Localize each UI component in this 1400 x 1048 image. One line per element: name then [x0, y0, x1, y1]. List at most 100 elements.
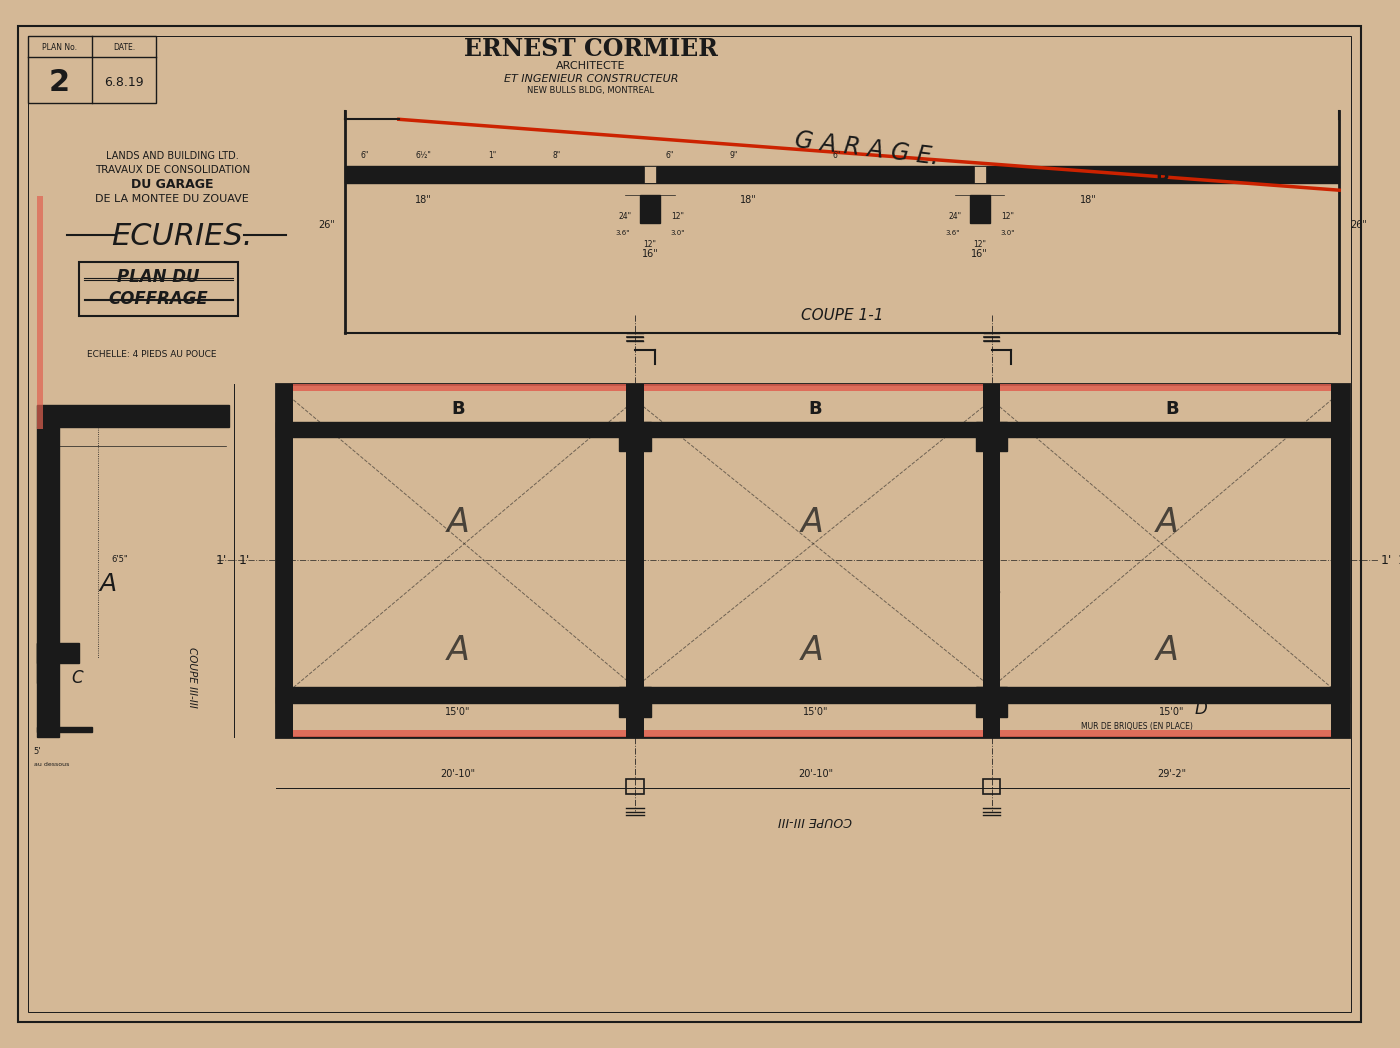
Bar [970, 195, 990, 222]
Text: 16": 16" [641, 249, 658, 259]
Bar [983, 779, 1001, 793]
Text: B: B [809, 167, 822, 184]
Text: ERNEST CORMIER: ERNEST CORMIER [463, 38, 718, 62]
Text: A: A [801, 505, 823, 539]
Bar [38, 427, 59, 737]
Text: 6½": 6½" [416, 151, 431, 160]
Text: 18": 18" [741, 195, 757, 205]
Text: B: B [451, 399, 465, 418]
Text: au dessous: au dessous [34, 762, 69, 767]
Bar [38, 196, 43, 430]
Text: 16": 16" [983, 387, 1000, 397]
Text: B: B [809, 399, 822, 418]
Text: 26": 26" [318, 220, 336, 230]
Text: COUPE III-III: COUPE III-III [188, 648, 197, 708]
Text: 24": 24" [619, 213, 631, 221]
Text: TRAVAUX DE CONSOLIDATION: TRAVAUX DE CONSOLIDATION [95, 165, 251, 175]
Text: 16": 16" [627, 387, 644, 397]
Bar [276, 729, 1350, 737]
Text: COUPE III-III: COUPE III-III [778, 814, 853, 827]
Text: PLAN No.: PLAN No. [42, 43, 77, 52]
Bar [276, 385, 294, 737]
Text: 20'-10": 20'-10" [441, 769, 476, 779]
Bar [1331, 385, 1350, 737]
Bar [38, 727, 91, 732]
Bar [976, 421, 1008, 451]
Text: 2: 2 [49, 68, 70, 97]
Text: 24": 24" [949, 213, 962, 221]
Text: DE LA MONTEE DU ZOUAVE: DE LA MONTEE DU ZOUAVE [95, 194, 249, 204]
Text: 18": 18" [1079, 195, 1096, 205]
Bar [983, 385, 1001, 737]
Text: 3.0": 3.0" [671, 230, 685, 236]
Text: 29'-2": 29'-2" [1158, 769, 1186, 779]
Text: 26": 26" [45, 534, 57, 541]
Text: DATE.: DATE. [113, 43, 136, 52]
Text: C: C [626, 589, 644, 613]
Bar [619, 421, 651, 451]
Bar [276, 421, 1350, 437]
Text: 1': 1' [238, 554, 249, 567]
Text: 3.6": 3.6" [615, 230, 630, 236]
Bar [640, 195, 659, 222]
Bar [974, 166, 986, 183]
Bar [276, 687, 1350, 703]
Text: A: A [801, 634, 823, 667]
Text: D: D [1196, 700, 1208, 718]
Text: ECURIES.: ECURIES. [112, 222, 253, 250]
Text: ECHELLE: 4 PIEDS AU POUCE: ECHELLE: 4 PIEDS AU POUCE [87, 350, 216, 359]
Text: 3.0": 3.0" [1000, 230, 1015, 236]
Text: 22": 22" [45, 626, 57, 631]
Bar [626, 385, 644, 737]
Text: G A R A G E.: G A R A G E. [794, 128, 939, 170]
Text: B: B [1165, 399, 1179, 418]
Text: 22": 22" [45, 606, 57, 612]
Text: PLAN DU: PLAN DU [118, 268, 200, 286]
Text: C: C [71, 669, 83, 686]
Text: 15'0": 15'0" [1159, 707, 1184, 717]
Bar [276, 385, 1350, 737]
Bar [38, 405, 230, 427]
Text: B: B [1155, 167, 1169, 184]
Text: 12": 12" [973, 240, 986, 248]
Text: ARCHITECTE: ARCHITECTE [556, 61, 626, 71]
Text: 26": 26" [45, 551, 57, 558]
Text: 3": 3" [48, 517, 55, 523]
Text: COUPE 1-1: COUPE 1-1 [801, 308, 883, 323]
Text: 3.6": 3.6" [945, 230, 959, 236]
Bar [976, 687, 1008, 717]
Text: LANDS AND BUILDING LTD.: LANDS AND BUILDING LTD. [106, 151, 238, 160]
Text: 6.8.19: 6.8.19 [104, 77, 144, 89]
Text: 15'0": 15'0" [802, 707, 827, 717]
Text: 1": 1" [489, 151, 497, 160]
Bar [644, 166, 655, 183]
Text: ET INGENIEUR CONSTRUCTEUR: ET INGENIEUR CONSTRUCTEUR [504, 74, 678, 84]
Text: A: A [99, 572, 116, 596]
Text: 6": 6" [833, 151, 841, 160]
Bar [38, 643, 53, 682]
Text: C: C [983, 589, 1001, 613]
Text: NEW BULLS BLDG, MONTREAL: NEW BULLS BLDG, MONTREAL [528, 86, 654, 95]
Text: A: A [1155, 634, 1179, 667]
Text: MUR DE BETON  DEJA EN PLACE: MUR DE BETON DEJA EN PLACE [455, 691, 589, 700]
Text: 9": 9" [729, 151, 738, 160]
Bar [78, 262, 238, 316]
Text: 6": 6" [665, 151, 673, 160]
Bar [619, 687, 651, 717]
Text: B: B [45, 407, 57, 421]
Text: 18": 18" [414, 195, 431, 205]
Text: 5': 5' [34, 747, 41, 756]
Text: MUR DE BRIQUES (EN PLACE): MUR DE BRIQUES (EN PLACE) [1081, 722, 1193, 732]
Bar [344, 166, 1340, 183]
Text: 12": 12" [1001, 213, 1014, 221]
Text: 12": 12" [45, 586, 57, 592]
Bar [1343, 385, 1350, 737]
Bar [626, 779, 644, 793]
Text: 26": 26" [1351, 220, 1368, 230]
Text: B: B [486, 167, 500, 184]
Text: 6": 6" [360, 151, 368, 160]
Text: 12": 12" [644, 240, 657, 248]
Text: 1': 1' [1397, 554, 1400, 567]
Text: DU GARAGE: DU GARAGE [132, 178, 214, 191]
Text: 16": 16" [972, 249, 988, 259]
